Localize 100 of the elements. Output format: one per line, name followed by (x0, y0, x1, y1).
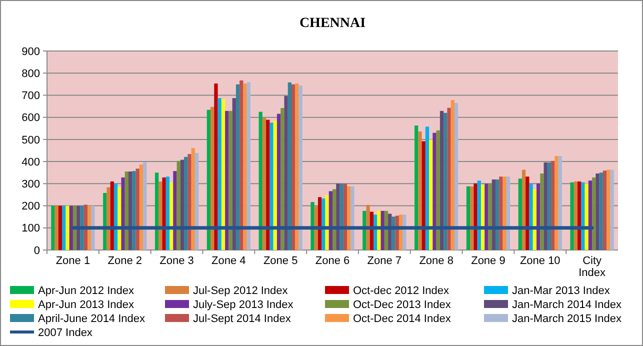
x-tick-label: Zone 6 (315, 255, 350, 267)
bar (466, 186, 470, 250)
bar (536, 183, 540, 250)
legend-label: Jul-Sep 2012 Index (193, 284, 288, 297)
bar (103, 192, 107, 250)
bar (132, 171, 136, 250)
bar (558, 156, 562, 250)
bar (114, 183, 118, 250)
bar (280, 108, 284, 250)
y-tick-label: 500 (22, 134, 40, 146)
bar (270, 122, 274, 250)
bar (139, 164, 144, 250)
bar (91, 206, 95, 250)
bar (191, 148, 195, 250)
bar (414, 126, 418, 250)
bar (266, 120, 270, 250)
bar (236, 84, 240, 250)
bar (243, 84, 247, 250)
bar (340, 184, 344, 250)
bar (188, 154, 192, 250)
bar (322, 198, 326, 250)
bar (474, 183, 478, 250)
bar (206, 110, 211, 250)
bar (366, 204, 370, 250)
bar (570, 182, 574, 250)
y-tick-label: 400 (22, 156, 40, 168)
bar (477, 180, 481, 250)
bar (54, 206, 58, 250)
legend-label: Oct-dec 2012 Index (353, 284, 450, 297)
bar (529, 183, 533, 250)
bar (62, 206, 66, 250)
y-tick-label: 0 (34, 244, 40, 257)
bar (522, 170, 526, 250)
bar (210, 106, 214, 250)
bar (547, 162, 552, 250)
bar (176, 160, 180, 250)
bar (284, 96, 288, 250)
bar (347, 186, 351, 250)
bar (240, 80, 244, 250)
bar (532, 189, 537, 250)
bar (51, 206, 55, 250)
bar (602, 170, 607, 250)
bar (325, 195, 329, 250)
bar (436, 130, 440, 250)
bar (291, 84, 296, 250)
bar (502, 176, 506, 250)
y-tick-label: 700 (22, 90, 40, 102)
bar (154, 172, 159, 250)
bar (66, 206, 70, 250)
bar (578, 181, 582, 250)
y-tick-label: 600 (22, 112, 40, 124)
bar (488, 183, 492, 250)
bar (551, 160, 555, 250)
bar (506, 176, 510, 250)
bar (495, 179, 500, 250)
x-tick-label: Zone 2 (108, 255, 142, 267)
bar (596, 173, 600, 250)
bar (425, 126, 430, 250)
bar (288, 82, 292, 250)
bar (540, 173, 544, 250)
x-tick-label: City Index (578, 255, 606, 279)
bar (581, 182, 585, 250)
legend-label: Oct-Dec 2013 Index (353, 298, 452, 311)
x-tick-label: Zone 9 (471, 255, 506, 267)
bar (194, 152, 199, 250)
bar (350, 186, 354, 250)
bar (162, 177, 166, 250)
bar (584, 183, 588, 250)
bar (262, 118, 266, 250)
legend-label: Apr-Jun 2012 Index (38, 284, 135, 297)
bar (450, 100, 454, 250)
bar (121, 177, 125, 250)
bar (332, 189, 336, 250)
bar (298, 85, 302, 250)
bar (184, 156, 188, 250)
bar (58, 206, 62, 250)
bar (118, 187, 122, 250)
x-tick-label: Zone 1 (56, 255, 90, 267)
legend-label: Jan-March 2014 Index (512, 298, 622, 311)
bar (440, 110, 444, 250)
bar (214, 84, 218, 250)
bar (418, 131, 422, 250)
bar (246, 82, 250, 250)
x-tick-label: Zone 4 (212, 255, 246, 267)
legend-label: Jul-Sept 2014 Index (193, 312, 292, 325)
bar (447, 108, 451, 250)
legend-label: Jan-March 2015 Index (512, 312, 622, 325)
bar (526, 176, 530, 250)
bar (336, 184, 340, 250)
bar (258, 112, 262, 250)
bar (310, 202, 314, 250)
bar (484, 184, 488, 250)
y-tick-label: 300 (22, 178, 40, 191)
bar (392, 216, 396, 250)
y-tick-label: 200 (22, 200, 40, 213)
legend-label: Jan-Mar 2013 Index (512, 284, 610, 297)
y-tick-label: 100 (22, 222, 40, 235)
bar (273, 120, 277, 250)
bar (166, 176, 170, 250)
bar (69, 206, 73, 250)
